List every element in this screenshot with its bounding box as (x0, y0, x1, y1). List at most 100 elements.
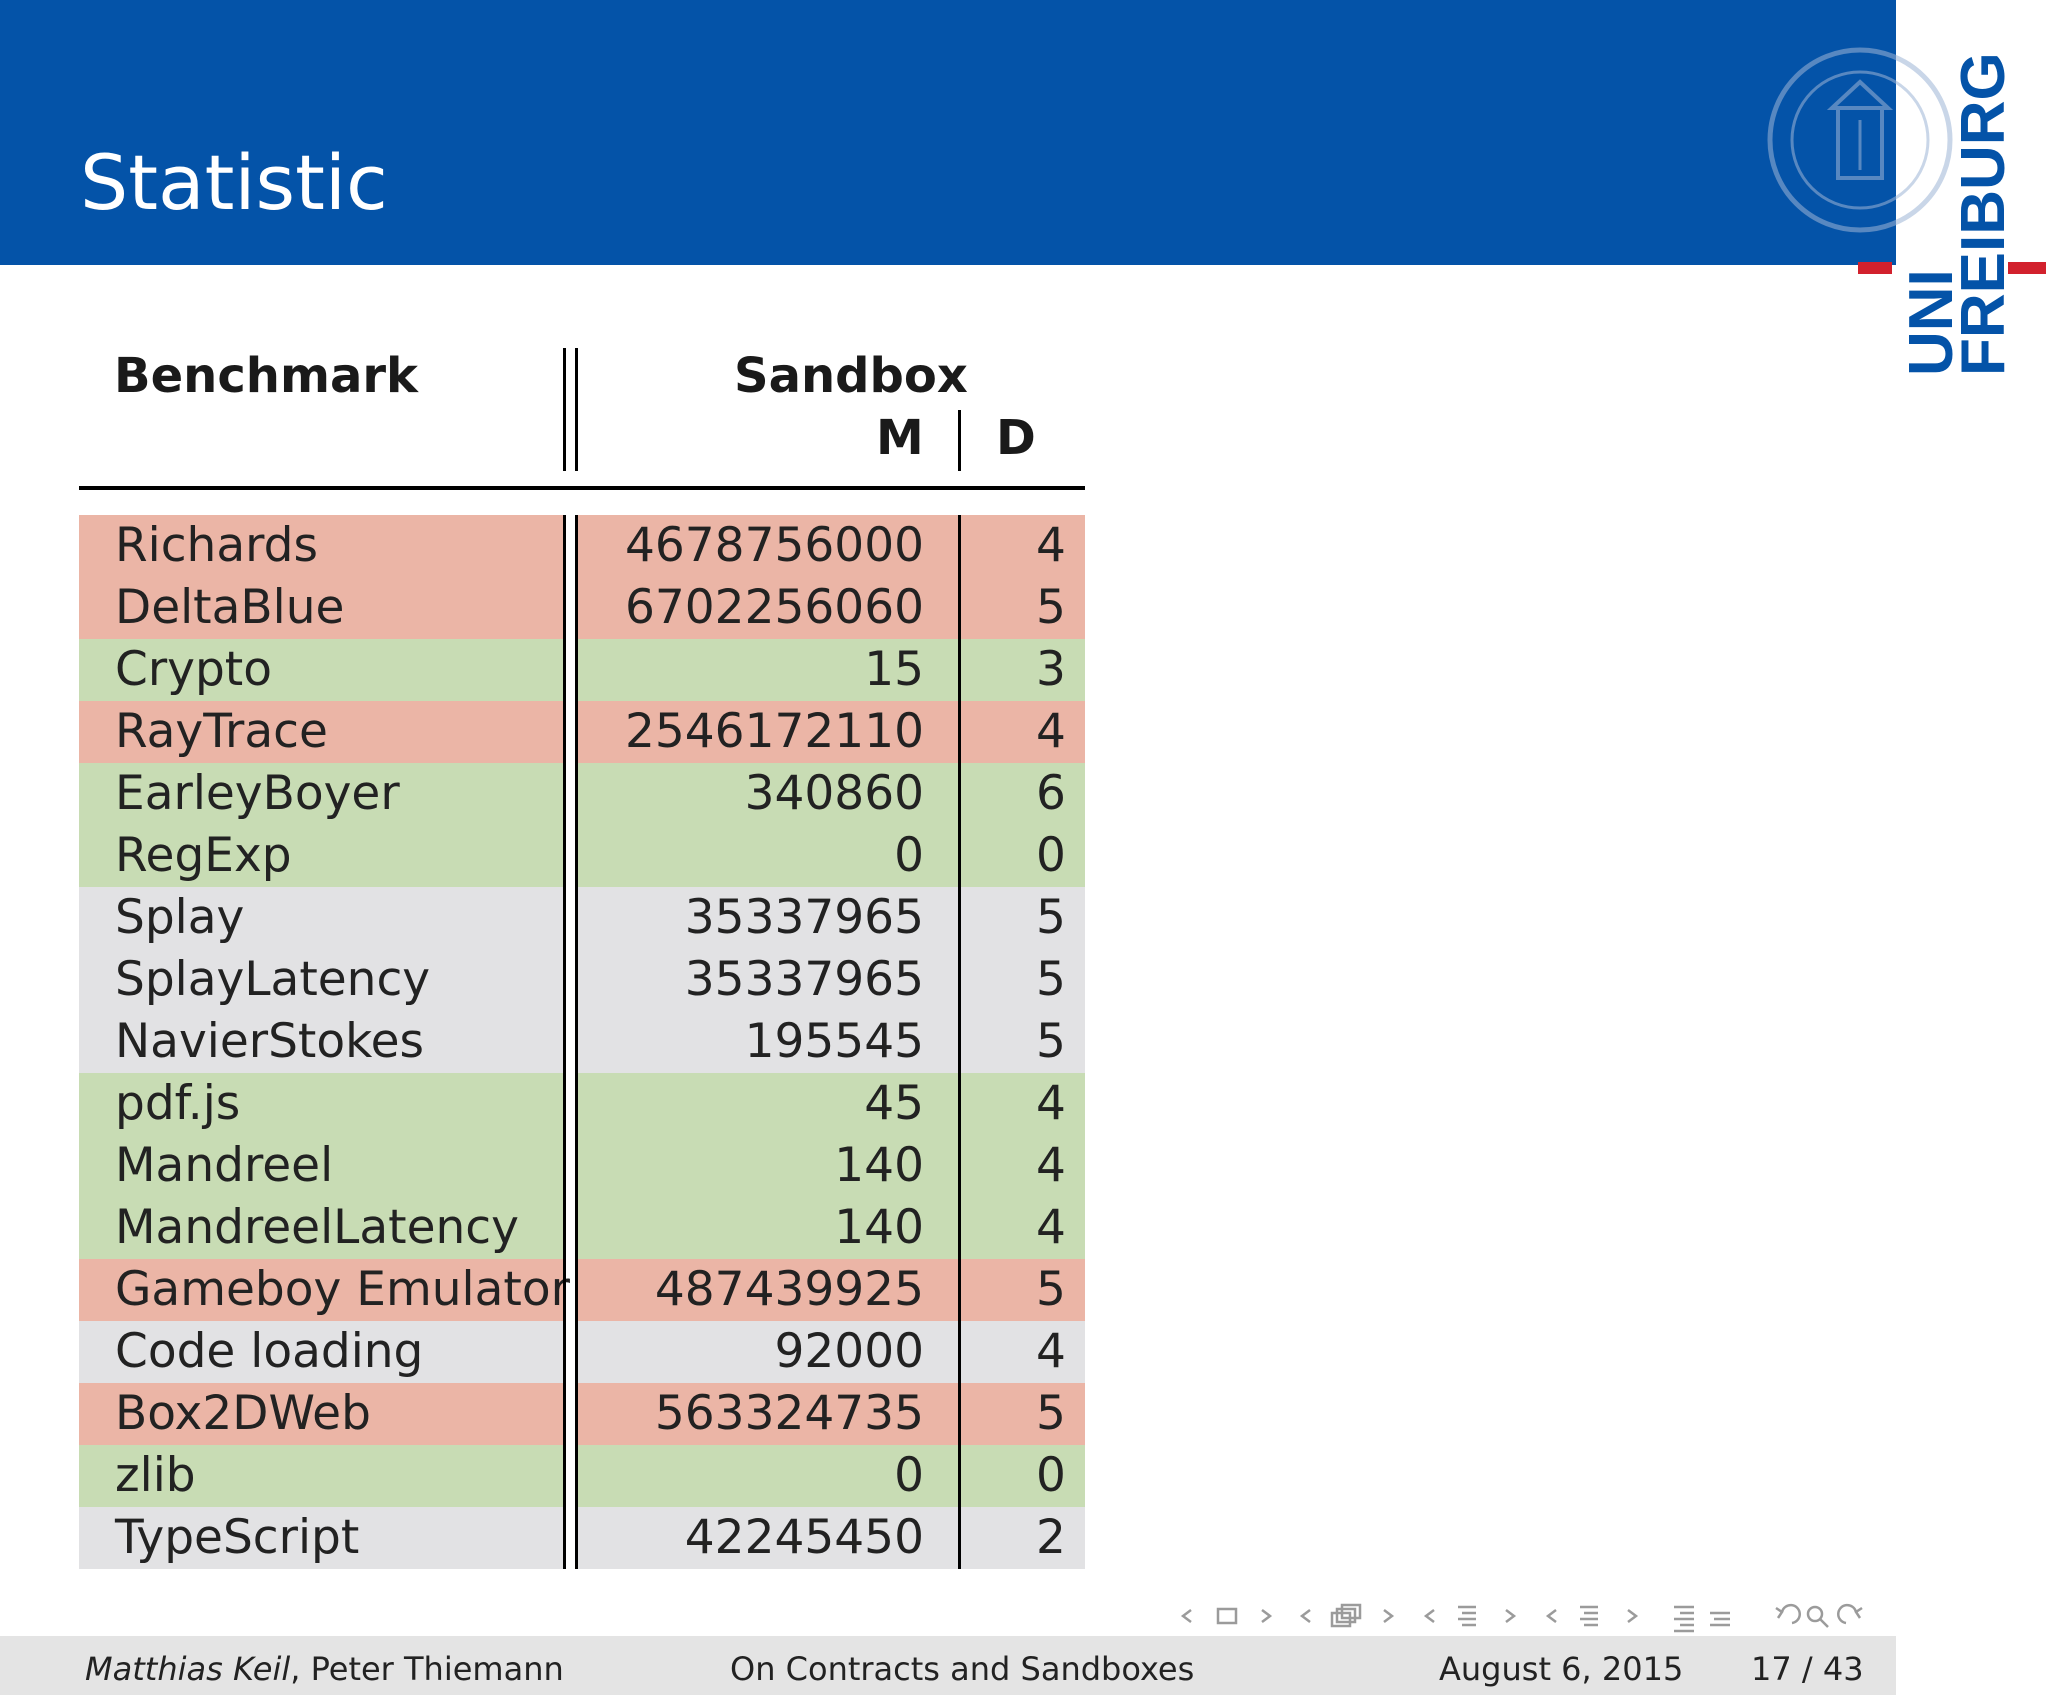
footer-date: August 6, 2015 (1439, 1650, 1684, 1688)
nav-frame-icon[interactable] (1330, 1603, 1362, 1628)
sandbox-m-value: 45 (864, 1076, 924, 1131)
sandbox-m-value: 563324735 (654, 1386, 924, 1441)
row-background (578, 1507, 1085, 1569)
row-background (79, 701, 564, 763)
header-subdivider (958, 410, 961, 471)
table-row: NavierStokes 195545 5 (79, 1011, 1085, 1073)
row-background (79, 1011, 564, 1073)
header-m: M (876, 410, 924, 466)
row-background (79, 1073, 564, 1135)
row-background (578, 949, 1085, 1011)
benchmark-name: Code loading (115, 1324, 424, 1379)
sandbox-d-value: 0 (1036, 1448, 1066, 1503)
footer-talk-title: On Contracts and Sandboxes (730, 1650, 1195, 1688)
sandbox-d-value: 5 (1036, 1386, 1066, 1441)
nav-frame-next-icon[interactable] (1383, 1609, 1395, 1623)
footer-author-rest: , Peter Thiemann (290, 1650, 564, 1688)
row-background (578, 1321, 1085, 1383)
sandbox-m-value: 6702256060 (624, 580, 924, 635)
nav-frame-prev-icon[interactable] (1299, 1609, 1311, 1623)
sandbox-d-value: 4 (1036, 518, 1066, 573)
nav-subsection-prev-icon[interactable] (1423, 1609, 1435, 1623)
sandbox-d-value: 5 (1036, 1262, 1066, 1317)
benchmark-name: DeltaBlue (115, 580, 345, 635)
row-background (79, 577, 564, 639)
nav-slide-next-icon[interactable] (1261, 1609, 1273, 1623)
sandbox-m-value: 140 (834, 1200, 924, 1255)
table-row: zlib 0 0 (79, 1445, 1085, 1507)
logo-text-freiburg: FREIBURG (1949, 52, 2018, 376)
row-background (79, 825, 564, 887)
nav-slide-icon[interactable] (1216, 1607, 1238, 1625)
sandbox-d-value: 4 (1036, 1324, 1066, 1379)
benchmark-name: RegExp (115, 828, 292, 883)
university-seal-icon (1767, 47, 1953, 233)
row-background (79, 1197, 564, 1259)
benchmark-name: EarleyBoyer (115, 766, 400, 821)
sandbox-d-value: 5 (1036, 890, 1066, 945)
benchmark-name: NavierStokes (115, 1014, 425, 1069)
header-d: D (996, 410, 1036, 466)
table-row: MandreelLatency 140 4 (79, 1197, 1085, 1259)
row-background (578, 887, 1085, 949)
header-benchmark: Benchmark (114, 348, 418, 404)
table-row: SplayLatency 35337965 5 (79, 949, 1085, 1011)
row-background (79, 1259, 564, 1321)
sandbox-m-value: 0 (894, 828, 924, 883)
benchmark-name: MandreelLatency (115, 1200, 519, 1255)
benchmark-name: Richards (115, 518, 318, 573)
row-background (578, 1011, 1085, 1073)
sandbox-m-value: 195545 (744, 1014, 924, 1069)
table-row: EarleyBoyer 340860 6 (79, 763, 1085, 825)
row-background (578, 577, 1085, 639)
row-background (79, 763, 564, 825)
sandbox-d-value: 0 (1036, 828, 1066, 883)
header-rule (79, 486, 1085, 490)
nav-section-icon[interactable] (1580, 1605, 1598, 1627)
benchmark-name: Mandreel (115, 1138, 334, 1193)
nav-subsection-next-icon[interactable] (1505, 1609, 1517, 1623)
header-divider-right (575, 348, 578, 471)
benchmark-name: TypeScript (115, 1510, 360, 1565)
sandbox-m-value: 42245450 (684, 1510, 924, 1565)
sandbox-m-value: 0 (894, 1448, 924, 1503)
nav-subsection-icon[interactable] (1458, 1605, 1476, 1627)
benchmark-name: Gameboy Emulator (115, 1262, 570, 1317)
row-background (578, 1383, 1085, 1445)
sandbox-d-value: 5 (1036, 1014, 1066, 1069)
table-row: RayTrace 2546172110 4 (79, 701, 1085, 763)
sandbox-d-value: 4 (1036, 1076, 1066, 1131)
row-background (578, 1197, 1085, 1259)
slide-title: Statistic (80, 138, 388, 227)
nav-section-prev-icon[interactable] (1545, 1609, 1557, 1623)
nav-slide-prev-icon[interactable] (1180, 1609, 1192, 1623)
row-background (578, 763, 1085, 825)
benchmark-name: Splay (115, 890, 245, 945)
row-background (79, 887, 564, 949)
table-row: RegExp 0 0 (79, 825, 1085, 887)
row-background (578, 1135, 1085, 1197)
nav-back-icon[interactable] (1775, 1603, 1801, 1625)
benchmark-name: pdf.js (115, 1076, 241, 1131)
statistic-table: Benchmark Sandbox M D Richards 4678756000… (79, 348, 1085, 1569)
table-row: TypeScript 42245450 2 (79, 1507, 1085, 1569)
sandbox-m-value: 340860 (744, 766, 924, 821)
benchmark-name: zlib (115, 1448, 196, 1503)
nav-section-next-icon[interactable] (1627, 1609, 1639, 1623)
sandbox-d-value: 4 (1036, 1138, 1066, 1193)
sandbox-m-value: 15 (864, 642, 924, 697)
footer-author-italic: Matthias Keil (85, 1650, 291, 1688)
table-row: Mandreel 140 4 (79, 1135, 1085, 1197)
row-background (578, 515, 1085, 577)
sandbox-d-value: 3 (1036, 642, 1066, 697)
row-background (578, 1073, 1085, 1135)
nav-forward-icon[interactable] (1837, 1603, 1863, 1625)
body-subdivider (958, 515, 961, 1569)
nav-search-icon[interactable] (1806, 1605, 1829, 1628)
sandbox-d-value: 4 (1036, 1200, 1066, 1255)
body-divider-left (563, 515, 566, 1569)
row-background (79, 1383, 564, 1445)
nav-document-icon[interactable] (1674, 1605, 1730, 1633)
row-background (79, 949, 564, 1011)
table-row: Code loading 92000 4 (79, 1321, 1085, 1383)
